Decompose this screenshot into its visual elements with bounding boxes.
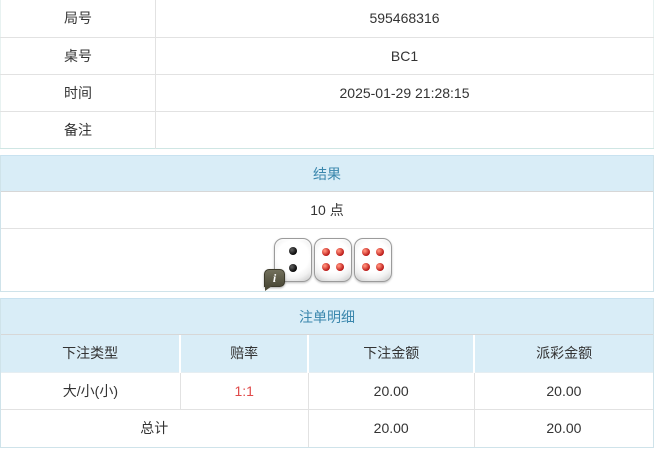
bet-details-title: 注单明细 bbox=[1, 297, 653, 335]
table-id-value: BC1 bbox=[155, 37, 654, 75]
table-row: 桌号 BC1 bbox=[0, 37, 654, 75]
die-pip bbox=[362, 263, 371, 272]
total-payout: 20.00 bbox=[473, 409, 653, 447]
table-row: 时间 2025-01-29 21:28:15 bbox=[0, 74, 654, 112]
table-row: 局号 595468316 bbox=[0, 0, 654, 38]
bet-type-value: 大/小(小) bbox=[1, 372, 181, 410]
die-pip bbox=[322, 263, 331, 272]
total-row: 总计 20.00 20.00 bbox=[1, 409, 653, 447]
die-pip bbox=[362, 247, 371, 256]
column-header-odds: 赔率 bbox=[179, 334, 309, 373]
odds-value: 1:1 bbox=[179, 372, 309, 410]
round-info-table: 局号 595468316 桌号 BC1 时间 2025-01-29 21:28:… bbox=[0, 0, 654, 149]
column-header-bet-amount: 下注金额 bbox=[307, 334, 475, 373]
bet-table-header-row: 下注类型 赔率 下注金额 派彩金额 bbox=[1, 334, 653, 373]
die-pip bbox=[289, 247, 297, 256]
table-id-label: 桌号 bbox=[0, 37, 156, 75]
bet-details-section: 注单明细 下注类型 赔率 下注金额 派彩金额 大/小(小) 1:1 20.00 … bbox=[0, 297, 654, 448]
time-value: 2025-01-29 21:28:15 bbox=[155, 74, 654, 112]
total-bet-amount: 20.00 bbox=[307, 409, 475, 447]
die-pip bbox=[335, 263, 344, 272]
payout-value: 20.00 bbox=[473, 372, 653, 410]
total-label: 总计 bbox=[1, 409, 309, 447]
bet-row: 大/小(小) 1:1 20.00 20.00 bbox=[1, 372, 653, 410]
die-pip bbox=[289, 263, 297, 272]
bet-details-table: 下注类型 赔率 下注金额 派彩金额 大/小(小) 1:1 20.00 20.00… bbox=[1, 334, 653, 447]
result-section-title: 结果 bbox=[1, 154, 653, 192]
column-header-payout: 派彩金额 bbox=[473, 334, 653, 373]
round-id-label: 局号 bbox=[0, 0, 156, 38]
result-points: 10 点 bbox=[1, 191, 653, 229]
info-icon[interactable]: i bbox=[264, 268, 285, 291]
dice-row: i bbox=[1, 228, 653, 291]
time-label: 时间 bbox=[0, 74, 156, 112]
remark-value bbox=[155, 111, 654, 148]
die-pip bbox=[375, 247, 384, 256]
die-pip bbox=[375, 263, 384, 272]
die-2-icon bbox=[314, 237, 352, 282]
table-row: 备注 bbox=[0, 111, 654, 148]
die-pip bbox=[322, 247, 331, 256]
remark-label: 备注 bbox=[0, 111, 156, 148]
result-section: 结果 10 点 i bbox=[0, 154, 654, 292]
round-id-value: 595468316 bbox=[155, 0, 654, 38]
die-3-icon bbox=[354, 237, 392, 282]
column-header-bet-type: 下注类型 bbox=[1, 334, 181, 373]
die-pip bbox=[335, 247, 344, 256]
dice-group: i bbox=[264, 237, 392, 291]
bet-amount-value: 20.00 bbox=[307, 372, 475, 410]
